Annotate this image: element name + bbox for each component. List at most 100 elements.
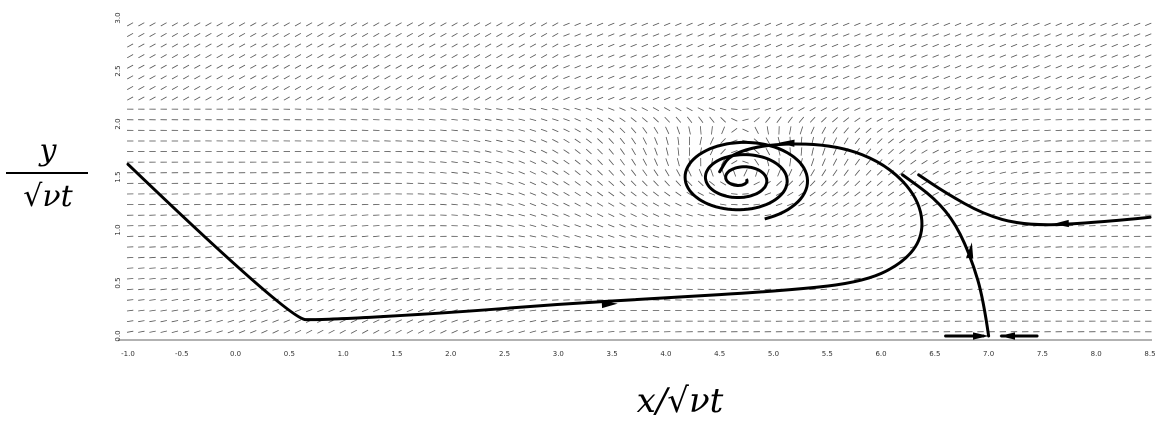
field-vector	[775, 43, 783, 48]
field-vector	[943, 256, 951, 259]
field-vector	[451, 161, 458, 163]
field-vector	[999, 140, 1007, 142]
field-vector	[317, 256, 324, 259]
field-vector	[921, 245, 928, 249]
field-vector	[1021, 171, 1029, 174]
field-vector	[440, 277, 447, 280]
field-vector	[742, 33, 749, 37]
field-vector	[596, 75, 604, 79]
x-tick-label: 5.0	[768, 350, 779, 358]
field-vector	[1010, 224, 1018, 227]
field-vector	[574, 159, 581, 165]
field-vector	[227, 309, 235, 312]
y-tick-labels: 0.00.51.01.52.02.53.0	[114, 12, 122, 341]
field-vector	[350, 256, 358, 259]
field-vector	[462, 32, 469, 37]
field-vector	[451, 96, 458, 101]
field-vector	[787, 180, 794, 187]
field-vector	[227, 85, 234, 90]
field-vector	[384, 235, 391, 238]
field-vector	[776, 180, 782, 187]
field-vector	[832, 180, 838, 187]
field-vector	[317, 235, 324, 238]
field-vector	[261, 225, 268, 227]
field-vector	[149, 54, 156, 59]
field-vector	[473, 278, 481, 280]
field-vector	[552, 22, 559, 27]
field-vector	[842, 245, 850, 249]
field-vector	[227, 288, 235, 291]
field-vector	[652, 256, 660, 259]
field-vector	[485, 22, 492, 27]
field-vector	[1044, 214, 1051, 216]
field-vector	[966, 22, 973, 26]
field-vector	[1145, 22, 1152, 26]
field-vector	[339, 64, 346, 69]
field-vector	[820, 107, 827, 112]
field-vector	[585, 75, 593, 79]
field-vector	[384, 309, 391, 313]
field-vector	[451, 85, 458, 90]
field-vector	[373, 277, 380, 280]
field-vector	[540, 267, 548, 269]
field-vector	[541, 43, 548, 48]
field-vector	[854, 202, 861, 207]
field-vector	[708, 246, 716, 248]
field-vector	[999, 96, 1007, 101]
field-vector	[688, 126, 691, 135]
field-vector	[193, 319, 201, 323]
field-vector	[529, 96, 537, 101]
field-vector	[641, 107, 648, 112]
field-vector	[663, 235, 671, 238]
field-vector	[294, 214, 302, 216]
field-vector	[921, 139, 928, 143]
field-vector	[898, 245, 906, 249]
field-vector	[1010, 86, 1018, 90]
field-vector	[843, 117, 850, 123]
field-vector	[171, 43, 178, 48]
field-vector	[440, 150, 447, 153]
field-vector	[876, 86, 883, 90]
field-vector	[127, 43, 134, 48]
field-vector	[339, 43, 346, 48]
field-vector	[675, 107, 682, 112]
field-vector	[1010, 246, 1018, 248]
field-vector	[484, 129, 492, 132]
streamline-right-inflow	[917, 173, 1152, 227]
field-vector	[865, 309, 872, 312]
field-vector	[182, 246, 190, 248]
field-vector	[988, 256, 995, 259]
field-vector	[642, 147, 647, 156]
field-vector	[821, 126, 827, 134]
field-vector	[641, 278, 649, 280]
field-vector	[708, 224, 716, 227]
field-vector	[339, 298, 346, 302]
field-vector	[608, 148, 614, 155]
field-vector	[1066, 65, 1074, 69]
field-vector	[205, 246, 212, 248]
field-vector	[721, 126, 725, 135]
field-vector	[798, 202, 805, 207]
field-vector	[999, 192, 1007, 196]
field-vector	[373, 64, 380, 69]
field-vector	[541, 170, 548, 175]
field-vector	[630, 278, 637, 280]
field-vector	[954, 288, 962, 290]
field-vector	[406, 298, 414, 302]
field-vector	[194, 64, 201, 69]
field-vector	[496, 288, 503, 291]
field-vector	[250, 330, 257, 334]
field-vector	[183, 22, 190, 27]
field-vector	[820, 86, 828, 90]
field-vector	[663, 267, 671, 269]
field-vector	[1021, 140, 1029, 142]
field-vector	[350, 75, 357, 80]
field-vector	[384, 267, 391, 270]
field-vector	[249, 214, 257, 216]
field-vector	[641, 256, 649, 259]
field-vector	[317, 32, 324, 37]
field-vector	[943, 224, 951, 228]
field-vector	[171, 288, 179, 291]
field-vector	[361, 225, 369, 227]
field-vector	[261, 246, 268, 248]
